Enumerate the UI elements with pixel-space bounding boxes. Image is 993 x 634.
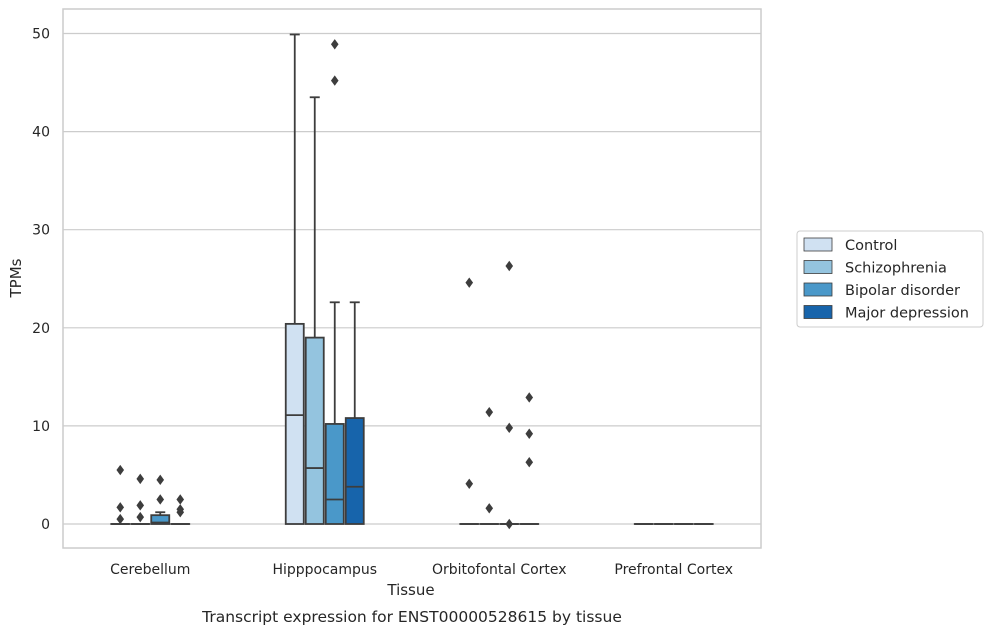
box-control	[284, 33, 305, 525]
outlier-point	[136, 511, 145, 523]
x-tick-labels: Cerebellum Hipppocampus Orbitofontal Corte…	[110, 562, 733, 578]
y-tick-label: 50	[32, 27, 50, 43]
outlier-point	[330, 39, 339, 50]
outlier-point	[505, 518, 514, 530]
y-tick-label: 10	[32, 419, 50, 435]
legend: Control Schizophrenia Bipolar disorder Majo…	[796, 230, 984, 328]
x-tick-label: Hipppocampus	[272, 562, 377, 578]
outlier-point	[485, 406, 494, 418]
box-bipolar-disorder	[499, 260, 520, 530]
box-schizophrenia	[479, 406, 500, 525]
outlier-point	[116, 513, 125, 525]
box-control	[459, 277, 480, 525]
box-body	[344, 417, 365, 525]
outlier-point	[485, 503, 494, 514]
outlier-point	[505, 422, 514, 434]
legend-label: Bipolar disorder	[845, 283, 960, 299]
x-axis-label: Tissue	[386, 581, 434, 599]
box-body	[304, 336, 325, 525]
outlier-point	[525, 428, 534, 439]
box-major-depression	[170, 494, 191, 525]
outlier-point	[156, 474, 165, 486]
legend-frame	[796, 230, 984, 328]
y-tick-label: 0	[41, 517, 50, 533]
legend-swatch	[803, 282, 833, 297]
legend-label: Schizophrenia	[845, 261, 947, 277]
y-tick-label: 40	[32, 125, 50, 141]
box-major-depression	[519, 392, 540, 525]
box-body	[150, 514, 171, 525]
outlier-point	[176, 494, 185, 505]
y-axis-label: TPMs	[7, 258, 25, 298]
y-tick-label: 30	[32, 223, 50, 239]
x-tick-label: Prefrontal Cortex	[614, 562, 733, 578]
outlier-point	[136, 473, 145, 485]
legend-label: Major depression	[845, 306, 969, 322]
box-body	[324, 423, 345, 525]
x-tick-label: Orbitofontal Cortex	[432, 562, 567, 578]
chart-caption: Transcript expression for ENST0000052861…	[201, 608, 622, 626]
outlier-point	[465, 277, 474, 288]
box-schizophrenia	[130, 473, 151, 525]
box-schizophrenia	[304, 96, 325, 525]
legend-swatch	[803, 237, 833, 252]
box-control	[110, 464, 131, 525]
y-tick-label: 20	[32, 321, 50, 337]
gridlines	[63, 32, 761, 525]
outlier-point	[505, 260, 514, 272]
box-bipolar-disorder	[324, 39, 345, 525]
outlier-point	[136, 500, 145, 511]
outlier-point	[116, 502, 125, 513]
outlier-point	[116, 464, 125, 476]
box-body	[284, 322, 305, 525]
box-major-depression	[344, 301, 365, 525]
box-bipolar-disorder	[150, 474, 171, 525]
legend-label: Control	[845, 238, 897, 254]
outlier-point	[176, 507, 185, 518]
outlier-point	[330, 75, 339, 86]
y-tick-labels: 0 10 20 30 40 50	[32, 27, 50, 534]
legend-swatch	[803, 305, 833, 319]
outlier-point	[525, 392, 534, 403]
legend-swatch	[803, 260, 833, 274]
x-tick-label: Cerebellum	[110, 562, 190, 578]
box-layer	[110, 33, 714, 530]
outlier-point	[156, 494, 165, 505]
outlier-point	[465, 478, 474, 489]
plot-frame	[62, 8, 762, 549]
outlier-point	[525, 456, 534, 468]
